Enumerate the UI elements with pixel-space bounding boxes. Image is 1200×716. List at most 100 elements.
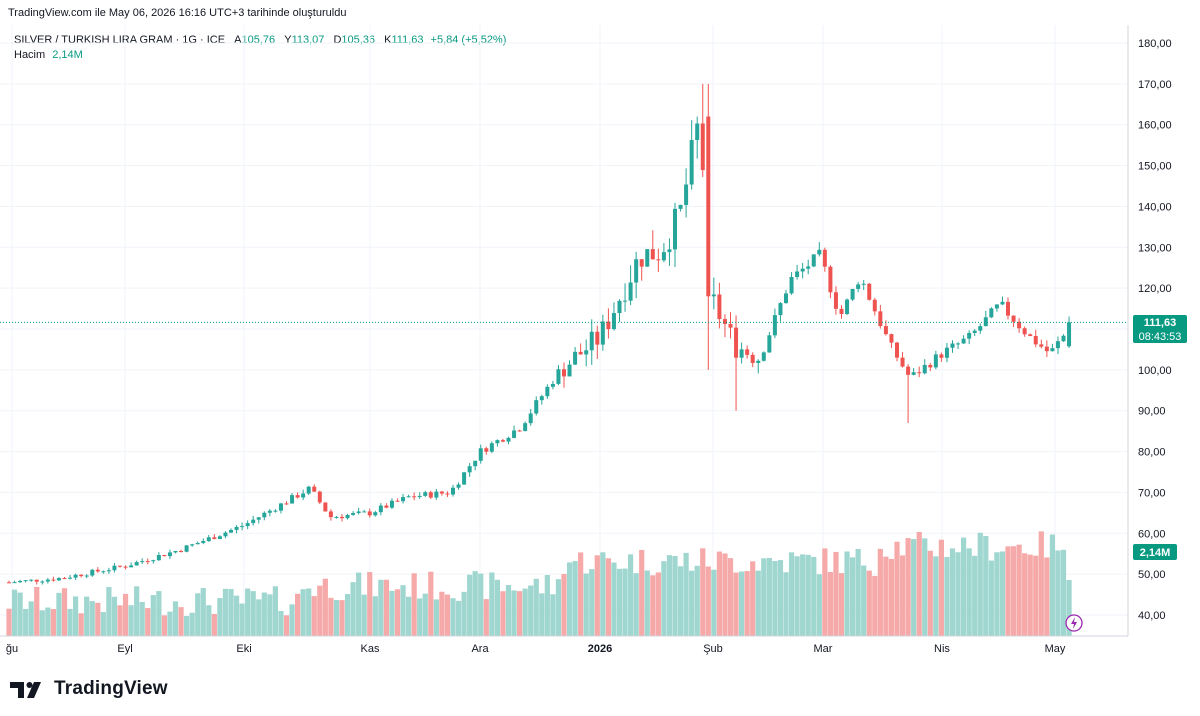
price-tick-label: 130,00 <box>1138 242 1172 254</box>
price-tick-label: 140,00 <box>1138 201 1172 213</box>
volume-bar <box>39 610 45 636</box>
time-tick-label: May <box>1045 643 1066 655</box>
candle-body <box>123 566 128 568</box>
volume-bar <box>977 532 983 636</box>
candle-body <box>978 326 983 331</box>
time-tick-label: Eki <box>236 643 251 655</box>
candle-body <box>412 496 417 498</box>
volume-bar <box>966 548 972 636</box>
candle-body <box>18 580 23 583</box>
volume-bar <box>23 608 29 636</box>
volume-bar <box>689 570 695 636</box>
candle-body <box>833 292 838 309</box>
volume-bar <box>949 548 956 636</box>
volume-bar <box>705 566 711 636</box>
candle-body <box>573 351 578 365</box>
candle-body <box>467 466 472 473</box>
volume-bar <box>17 592 23 636</box>
volume-bar <box>500 591 506 636</box>
candle-body <box>967 332 972 339</box>
volume-bar <box>161 615 167 636</box>
volume-bar <box>905 538 911 636</box>
candle-body <box>395 500 400 502</box>
time-tick-label: ğu <box>6 643 18 655</box>
volume-bar <box>206 605 212 636</box>
price-chart[interactable]: 180,00 170,00 160,00 150,00 140,00 130,00 120,… <box>0 0 1200 670</box>
candle-body <box>512 430 517 438</box>
created-note: TradingView.com ile May 06, 2026 16:16 U… <box>8 7 347 19</box>
candle-body <box>356 511 361 514</box>
volume-bar <box>372 596 378 636</box>
volume-value: 2,14M <box>52 49 83 61</box>
candle-body <box>734 327 739 358</box>
volume-bar <box>750 561 756 636</box>
candle-body <box>462 472 467 485</box>
volume-bar <box>411 573 417 636</box>
price-tick-label: 90,00 <box>1138 406 1166 418</box>
candle-body <box>850 288 855 300</box>
volume-bar <box>1055 550 1061 636</box>
candle-body <box>689 140 694 185</box>
candle-body <box>7 582 11 584</box>
volume-bar <box>650 575 656 636</box>
volume-bar <box>455 600 462 636</box>
candle-body <box>933 354 938 368</box>
volume-label[interactable]: Hacim <box>14 49 46 61</box>
volume-bar <box>195 593 201 636</box>
lightning-icon[interactable] <box>1065 614 1083 632</box>
candle-body <box>1055 341 1060 349</box>
candle-body <box>229 529 233 533</box>
volume-bar <box>566 562 573 636</box>
candle-body <box>928 364 933 368</box>
volume-bar <box>1005 546 1011 636</box>
candle-body <box>167 552 172 557</box>
candle-body <box>889 334 894 343</box>
volume-bar <box>800 554 806 636</box>
volume-bar <box>550 594 556 636</box>
volume-bar <box>972 555 978 636</box>
candle-body <box>845 299 850 315</box>
volume-bar <box>522 588 528 636</box>
candle-body <box>201 541 206 543</box>
candlesticks <box>7 83 1072 585</box>
price-axis[interactable]: 180,00 170,00 160,00 150,00 140,00 130,00 120,… <box>1138 38 1172 622</box>
volume-bar <box>311 596 317 636</box>
candle-body <box>789 276 794 294</box>
candle-body <box>1061 335 1066 342</box>
volume-bar <box>1027 554 1033 636</box>
candle-body <box>878 311 883 327</box>
tv-logo-icon <box>10 682 41 698</box>
candle-body <box>589 331 594 351</box>
volume-bar <box>605 558 611 636</box>
candle-body <box>739 349 744 358</box>
volume-bar <box>639 549 645 636</box>
volume-bar <box>472 571 478 636</box>
candle-body <box>861 283 866 285</box>
volume-bar <box>278 610 284 636</box>
volume-bar <box>661 561 667 636</box>
candle-body <box>872 299 877 312</box>
volume-bar <box>172 601 179 636</box>
volume-bar <box>1060 549 1067 636</box>
candle-body <box>600 321 605 345</box>
volume-bar <box>788 552 795 636</box>
volume-bar <box>700 548 706 636</box>
volume-bar <box>822 548 828 636</box>
candle-body <box>145 561 150 563</box>
price-tick-label: 70,00 <box>1138 487 1166 499</box>
candle-body <box>62 578 67 580</box>
candle-body <box>972 330 977 333</box>
volume-bar <box>45 607 51 636</box>
volume-bar <box>783 572 789 636</box>
volume-bar <box>761 558 767 636</box>
tradingview-logo[interactable]: TradingView <box>10 678 168 700</box>
close-label: K <box>384 34 392 46</box>
candle-body <box>179 550 184 552</box>
candle-body <box>29 579 34 581</box>
volume-bar <box>716 551 722 636</box>
volume-bar <box>367 572 373 636</box>
volume-bar <box>1033 555 1039 636</box>
time-axis[interactable]: ğu Eyl Eki Kas Ara 2026 Şub Mar Nis May <box>6 643 1066 655</box>
volume-bar <box>544 575 550 636</box>
volume-bar <box>450 598 456 636</box>
